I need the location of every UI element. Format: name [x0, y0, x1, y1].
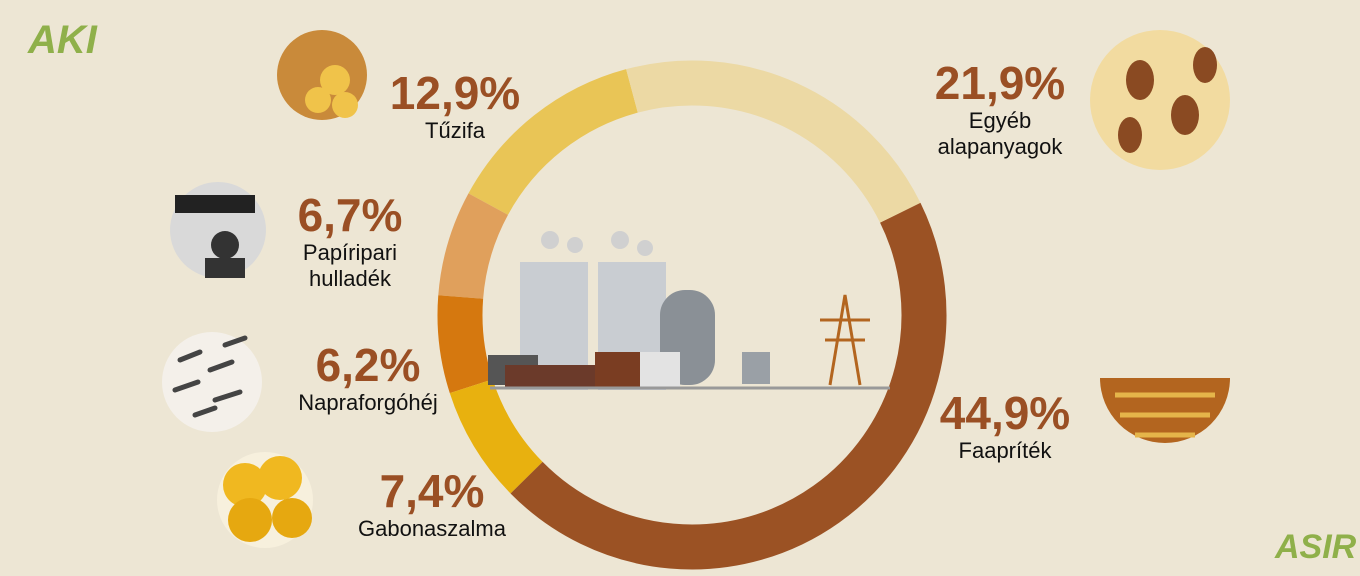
- logo: ASIR: [1275, 528, 1357, 566]
- category-label: Egyéb alapanyagok: [937, 108, 1063, 159]
- value-label: 12,9%: [389, 67, 521, 119]
- donut-segment: [449, 378, 543, 494]
- segment-label: 7,4% Gabonaszalma: [358, 466, 506, 542]
- icons: [162, 30, 1230, 548]
- category-label: Tűzifa: [425, 118, 485, 143]
- donut-segment: [438, 193, 509, 300]
- donut-segment: [468, 69, 639, 216]
- value-label: 21,9%: [934, 57, 1066, 109]
- value-label: 44,9%: [939, 387, 1071, 439]
- donut-segment: [510, 202, 947, 570]
- segment-label: 44,9% Faapríték: [940, 388, 1070, 464]
- value-label: 7,4%: [379, 465, 485, 517]
- value-label: 6,2%: [315, 339, 421, 391]
- category-label: Gabonaszalma: [358, 516, 506, 541]
- category-label: Papíripari hulladék: [302, 240, 398, 291]
- donut-segment: [437, 295, 493, 394]
- seed-icon: [162, 332, 262, 432]
- donut-segment: [626, 60, 921, 223]
- category-label: Faapríték: [958, 438, 1052, 463]
- plant-illustration: [488, 231, 890, 390]
- logo: AKI: [28, 18, 97, 62]
- segment-label: 6,2% Napraforgóhéj: [298, 340, 437, 416]
- category-label: Napraforgóhéj: [298, 390, 438, 415]
- segment-label: 12,9% Tűzifa: [390, 68, 520, 144]
- value-label: 6,7%: [297, 189, 403, 241]
- segment-label: 21,9% Egyéb alapanyagok: [935, 58, 1065, 160]
- segment-label: 6,7% Papíripari hulladék: [298, 190, 403, 292]
